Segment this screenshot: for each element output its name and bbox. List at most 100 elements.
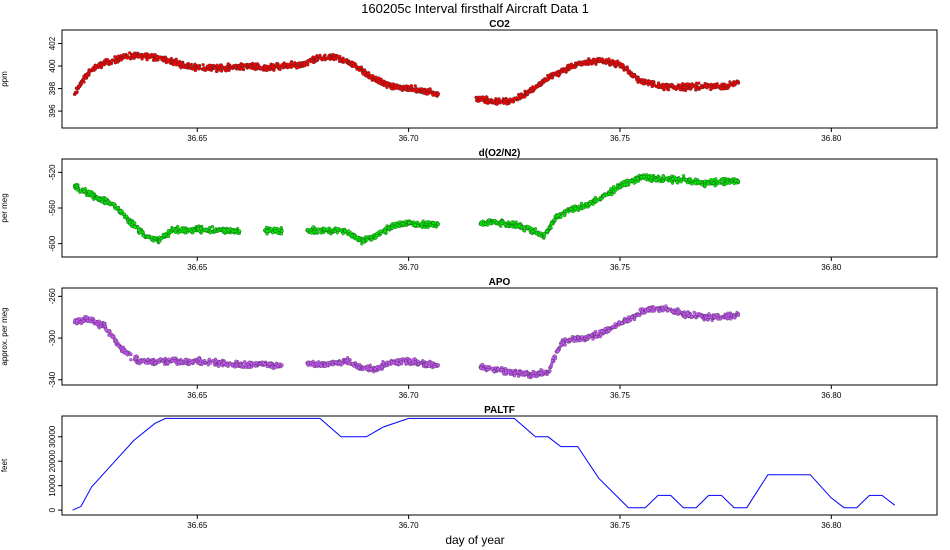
panel-2-data-point (264, 225, 269, 230)
panel-3-xtick-label: 36.65 (187, 391, 208, 400)
panel-2-data-point (622, 183, 627, 187)
panel-3-data-point (666, 308, 670, 312)
panel-3-data-point (395, 358, 400, 363)
panel-1-data-point (481, 95, 486, 100)
panel-3-data-point (365, 364, 369, 369)
panel-3-data-point (269, 365, 274, 369)
panel-3-data-point (167, 357, 171, 361)
panel-2-data-point (158, 239, 162, 244)
panel-1-data-point (253, 63, 257, 67)
panel-1-data-point (564, 67, 568, 71)
panel-2-data-point (179, 227, 183, 231)
panel-2-data-point (173, 228, 178, 233)
panel-1-data-point (144, 55, 148, 60)
panel-2-data-point (522, 229, 527, 233)
panel-3-data-point (141, 359, 146, 363)
panel-2-data-point (559, 215, 563, 219)
panel-3-data-point (156, 358, 161, 362)
panel-1-ylabel: ppm (0, 71, 9, 87)
panel-3-data-point (561, 341, 565, 345)
panel-2-data-point (514, 220, 518, 224)
panel-3-data-point (408, 359, 412, 363)
panel-1-data-point (690, 84, 694, 88)
panel-2-data-point (309, 231, 314, 235)
panel-2-data-point (122, 212, 126, 216)
panel-3-data-point (504, 370, 508, 374)
panel-2-data-point (542, 232, 546, 236)
panel-1-data-point (173, 61, 177, 65)
panel-2-data-point (510, 220, 514, 224)
panel-3-data-point (556, 349, 560, 353)
panel-3-data-point (93, 319, 97, 323)
panel-2-data-point (133, 221, 137, 225)
panel-2-data-point (141, 234, 146, 238)
panel-3-data-point (532, 374, 536, 378)
panel-2-data-point (588, 202, 592, 206)
panel-4-ytick-label: 10000 (48, 474, 57, 497)
panel-3-data-point (586, 335, 591, 339)
panel-1-data-point (230, 66, 235, 70)
panel-2-data-point (171, 226, 175, 231)
panel-1-xtick-label: 36.80 (821, 134, 842, 143)
panel-2-data-point (674, 177, 678, 181)
panel-1-data-point (147, 54, 152, 58)
panel-1-data-point (629, 71, 634, 76)
panel-3-data-point (381, 361, 386, 366)
panel-3-data-point (424, 363, 428, 367)
panel-4-frame (61, 415, 938, 516)
panel-1-data-point (413, 89, 417, 93)
figure-title: 160205c Interval firsthalf Aircraft Data… (361, 1, 589, 16)
panel-1-data-point (139, 52, 144, 57)
panel-1-data-point (422, 90, 426, 94)
panel-1-data-point (338, 58, 342, 62)
panel-2-data-point (350, 233, 354, 238)
panel-1-title: CO2 (489, 19, 510, 30)
panel-1-data-point (275, 62, 279, 66)
panel-4-series-line (72, 417, 896, 511)
panel-1-data-point (357, 65, 362, 70)
panel-1-data-point (378, 81, 383, 86)
panel-2-data-point (75, 188, 80, 192)
panel-2-data-point (610, 192, 614, 197)
panel-3-data-point (686, 311, 690, 316)
panel-4-xtick-label: 36.75 (610, 521, 631, 530)
panel-3-data-point (416, 362, 421, 366)
panel-2-data-point (387, 226, 391, 230)
panel-1-data-point (635, 75, 639, 80)
panel-3-data-point (492, 369, 496, 373)
panel-1-data-point (374, 75, 378, 79)
panel-2-data-point (356, 238, 361, 242)
panel-3-data-point (95, 322, 99, 327)
panel-3-data-point (345, 358, 349, 363)
panel-2-data-point (273, 229, 277, 233)
panel-2-data-point (276, 231, 280, 235)
panel-1-data-point (704, 83, 709, 88)
panel-3-data-point (125, 353, 130, 357)
panel-1-data-point (586, 60, 591, 64)
panel-1-data-point (352, 61, 356, 65)
panel-3-data-point (600, 329, 604, 333)
panel-3-data-point (102, 321, 106, 326)
panel-3-data-point (369, 367, 373, 371)
panel-2-data-point (419, 222, 423, 226)
panel-2-data-point (311, 225, 315, 229)
panel-1-data-point (82, 74, 86, 79)
panel-2-data-point (312, 230, 316, 234)
panel-2-data-point (703, 179, 707, 183)
panel-2-data-point (116, 206, 121, 210)
panel-2-title: d(O2/N2) (479, 148, 521, 159)
panel-3-data-point (362, 366, 367, 370)
panel-1-data-point (234, 63, 238, 67)
panel-3-data-point (306, 361, 310, 366)
panel-2-data-point (562, 209, 567, 213)
panel-2-data-point (280, 229, 284, 233)
panel-1-data-point (736, 81, 741, 85)
panel-1-data-point (158, 55, 163, 59)
panel-2-data-point (646, 175, 651, 179)
panel-2-data-point (272, 226, 276, 230)
panel-3-data-point (626, 315, 631, 319)
panel-2-ytick-label: -560 (48, 199, 57, 216)
panel-1-data-point (125, 56, 129, 60)
